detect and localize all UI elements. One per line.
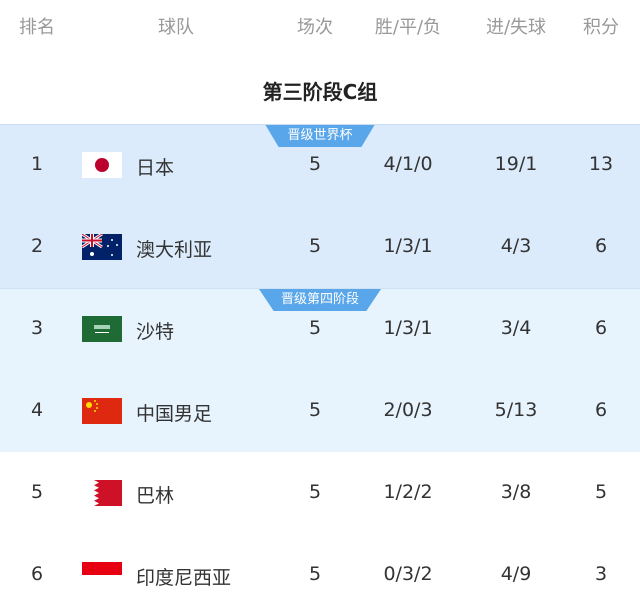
group-title: 第三阶段C组 xyxy=(262,80,378,104)
china-flag xyxy=(82,398,122,424)
col-goals: 进/失球 xyxy=(485,17,547,38)
points: 13 xyxy=(588,153,614,175)
rank: 1 xyxy=(30,153,44,175)
played: 5 xyxy=(308,563,322,585)
wdl: 1/3/1 xyxy=(383,317,433,339)
goals: 3/8 xyxy=(500,481,532,503)
team-name[interactable]: 巴林 xyxy=(136,485,175,507)
col-rank: 排名 xyxy=(19,17,55,38)
played: 5 xyxy=(308,235,322,257)
rank: 3 xyxy=(30,317,44,339)
col-wdl: 胜/平/负 xyxy=(374,17,442,38)
table-row[interactable]: 5 巴林 5 1/2/2 3/8 5 xyxy=(0,452,640,534)
col-played: 场次 xyxy=(297,17,333,38)
points: 3 xyxy=(594,563,608,585)
played: 5 xyxy=(308,399,322,421)
indonesia-flag xyxy=(82,562,122,588)
wdl: 2/0/3 xyxy=(383,399,433,421)
goals: 5/13 xyxy=(494,399,538,421)
table-row[interactable]: 1 日本 5 4/1/0 19/1 13 xyxy=(0,124,640,206)
played: 5 xyxy=(308,153,322,175)
team-name[interactable]: 日本 xyxy=(136,157,175,179)
team-name[interactable]: 澳大利亚 xyxy=(136,239,213,261)
table-row[interactable]: 6 印度尼西亚 5 0/3/2 4/9 3 xyxy=(0,534,640,616)
col-team: 球队 xyxy=(158,17,194,38)
col-points: 积分 xyxy=(583,17,619,38)
table-row[interactable]: 2 澳大利亚 5 1/3/1 4/3 6 xyxy=(0,206,640,288)
points: 6 xyxy=(594,235,608,257)
played: 5 xyxy=(308,481,322,503)
zone-qualify-fourth-stage: 晋级第四阶段 xyxy=(0,288,640,452)
wdl: 1/2/2 xyxy=(383,481,433,503)
goals: 3/4 xyxy=(500,317,532,339)
japan-flag xyxy=(82,152,122,178)
table-row[interactable]: 4 中国男足 5 2/0/3 5/13 6 xyxy=(0,370,640,452)
goals: 4/9 xyxy=(500,563,532,585)
team-name[interactable]: 中国男足 xyxy=(136,403,213,425)
bahrain-flag xyxy=(82,480,122,506)
australia-flag xyxy=(82,234,122,260)
wdl: 0/3/2 xyxy=(383,563,433,585)
points: 6 xyxy=(594,399,608,421)
played: 5 xyxy=(308,317,322,339)
table-header: 排名 球队 场次 胜/平/负 进/失球 积分 xyxy=(0,0,640,50)
rank: 5 xyxy=(30,481,44,503)
zone-qualify-world-cup: 晋级世界杯 xyxy=(0,124,640,288)
zone-badge: 晋级第四阶段 xyxy=(258,289,382,311)
saudi-arabia-flag xyxy=(82,316,122,342)
team-name[interactable]: 印度尼西亚 xyxy=(136,567,232,589)
team-name[interactable]: 沙特 xyxy=(136,321,175,343)
zone-badge: 晋级世界杯 xyxy=(265,125,375,147)
points: 5 xyxy=(594,481,608,503)
wdl: 1/3/1 xyxy=(383,235,433,257)
rank: 6 xyxy=(30,563,44,585)
rank: 4 xyxy=(30,399,44,421)
points: 6 xyxy=(594,317,608,339)
table-row[interactable]: 3 沙特 5 1/3/1 3/4 6 xyxy=(0,288,640,370)
rank: 2 xyxy=(30,235,44,257)
goals: 4/3 xyxy=(500,235,532,257)
wdl: 4/1/0 xyxy=(383,153,433,175)
goals: 19/1 xyxy=(494,153,538,175)
